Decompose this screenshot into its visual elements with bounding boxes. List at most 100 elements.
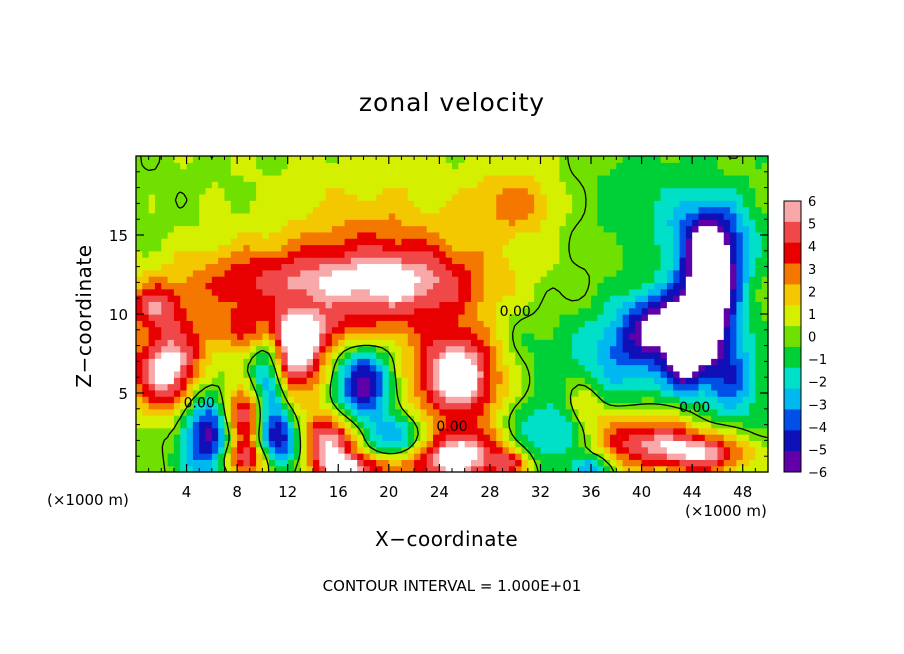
heatmap-cell bbox=[508, 219, 516, 227]
heatmap-cell bbox=[458, 187, 466, 195]
heatmap-cell bbox=[679, 162, 687, 170]
heatmap-cell bbox=[154, 339, 162, 347]
heatmap-cell bbox=[395, 446, 403, 454]
heatmap-cell bbox=[464, 351, 472, 359]
heatmap-cell bbox=[673, 427, 681, 435]
heatmap-cell bbox=[730, 212, 737, 220]
heatmap-cell bbox=[458, 307, 466, 315]
heatmap-cell bbox=[306, 415, 314, 423]
heatmap-cell bbox=[180, 434, 188, 441]
heatmap-cell bbox=[578, 244, 586, 252]
heatmap-cell bbox=[167, 345, 175, 353]
heatmap-cell bbox=[237, 257, 245, 265]
heatmap-cell bbox=[199, 377, 207, 385]
heatmap-cell bbox=[142, 364, 150, 372]
heatmap-cell bbox=[730, 459, 737, 467]
heatmap-cell bbox=[167, 358, 175, 366]
heatmap-cell bbox=[331, 446, 339, 454]
heatmap-cell bbox=[704, 263, 712, 271]
heatmap-cell bbox=[679, 421, 687, 429]
heatmap-cell bbox=[723, 364, 731, 372]
heatmap-cell bbox=[730, 402, 737, 410]
heatmap-cell bbox=[666, 187, 674, 195]
heatmap-cell bbox=[452, 162, 459, 170]
heatmap-cell bbox=[382, 415, 390, 423]
heatmap-cell bbox=[496, 238, 504, 246]
heatmap-cell bbox=[641, 212, 649, 220]
heatmap-cell bbox=[199, 282, 207, 290]
heatmap-cell bbox=[685, 168, 693, 176]
heatmap-cell bbox=[300, 301, 308, 309]
heatmap-cell bbox=[464, 339, 472, 347]
heatmap-cell bbox=[502, 219, 510, 227]
heatmap-cell bbox=[698, 162, 706, 170]
heatmap-cell bbox=[230, 402, 238, 410]
heatmap-cell bbox=[395, 244, 403, 252]
heatmap-cell bbox=[294, 377, 301, 385]
heatmap-cell bbox=[458, 162, 466, 170]
heatmap-cell bbox=[357, 295, 365, 302]
heatmap-cell bbox=[287, 339, 295, 347]
heatmap-cell bbox=[736, 219, 744, 227]
heatmap-cell bbox=[205, 377, 213, 385]
heatmap-cell bbox=[205, 314, 213, 321]
heatmap-cell bbox=[761, 238, 769, 246]
heatmap-cell bbox=[565, 396, 573, 404]
heatmap-cell bbox=[622, 339, 630, 347]
heatmap-cell bbox=[363, 200, 371, 208]
heatmap-cell bbox=[730, 307, 737, 315]
heatmap-cell bbox=[610, 162, 617, 170]
heatmap-cell bbox=[477, 269, 485, 277]
heatmap-cell bbox=[666, 421, 674, 429]
heatmap-cell bbox=[692, 415, 700, 423]
heatmap-cell bbox=[388, 370, 396, 378]
heatmap-cell bbox=[546, 427, 554, 435]
heatmap-cell bbox=[142, 269, 150, 277]
heatmap-cell bbox=[527, 162, 535, 170]
heatmap-cell bbox=[610, 440, 617, 448]
heatmap-cell bbox=[603, 427, 611, 435]
heatmap-cell bbox=[433, 212, 440, 220]
heatmap-cell bbox=[502, 427, 510, 435]
heatmap-cell bbox=[192, 370, 200, 378]
heatmap-cell bbox=[464, 219, 472, 227]
heatmap-cell bbox=[546, 408, 554, 416]
heatmap-cell bbox=[205, 269, 213, 277]
heatmap-cell bbox=[281, 231, 289, 239]
heatmap-cell bbox=[749, 415, 756, 423]
heatmap-cell bbox=[287, 174, 295, 182]
heatmap-cell bbox=[357, 320, 365, 328]
heatmap-cell bbox=[154, 200, 162, 208]
heatmap-cell bbox=[237, 440, 245, 448]
heatmap-cell bbox=[730, 332, 737, 340]
heatmap-cell bbox=[350, 370, 358, 378]
heatmap-cell bbox=[167, 257, 175, 265]
heatmap-cell bbox=[749, 276, 756, 283]
heatmap-cell bbox=[761, 162, 769, 170]
heatmap-cell bbox=[199, 156, 207, 163]
heatmap-cell bbox=[439, 238, 447, 246]
heatmap-cell bbox=[641, 181, 649, 189]
heatmap-cell bbox=[692, 459, 700, 467]
heatmap-cell bbox=[369, 269, 377, 277]
heatmap-cell bbox=[666, 231, 674, 239]
heatmap-cell bbox=[603, 282, 611, 290]
heatmap-cell bbox=[692, 244, 700, 252]
heatmap-cell bbox=[749, 434, 756, 441]
heatmap-cell bbox=[704, 168, 712, 176]
heatmap-cell bbox=[268, 351, 276, 359]
heatmap-cell bbox=[584, 181, 592, 189]
heatmap-cell bbox=[426, 257, 434, 265]
heatmap-cell bbox=[142, 383, 150, 391]
heatmap-cell bbox=[148, 383, 156, 391]
heatmap-cell bbox=[584, 320, 592, 328]
heatmap-cell bbox=[300, 453, 308, 460]
heatmap-cell bbox=[755, 320, 763, 328]
heatmap-cell bbox=[325, 288, 333, 296]
heatmap-cell bbox=[527, 345, 535, 353]
heatmap-cell bbox=[268, 250, 276, 258]
heatmap-cell bbox=[685, 206, 693, 214]
heatmap-cell bbox=[755, 200, 763, 208]
heatmap-cell bbox=[180, 288, 188, 296]
heatmap-cell bbox=[186, 377, 194, 385]
